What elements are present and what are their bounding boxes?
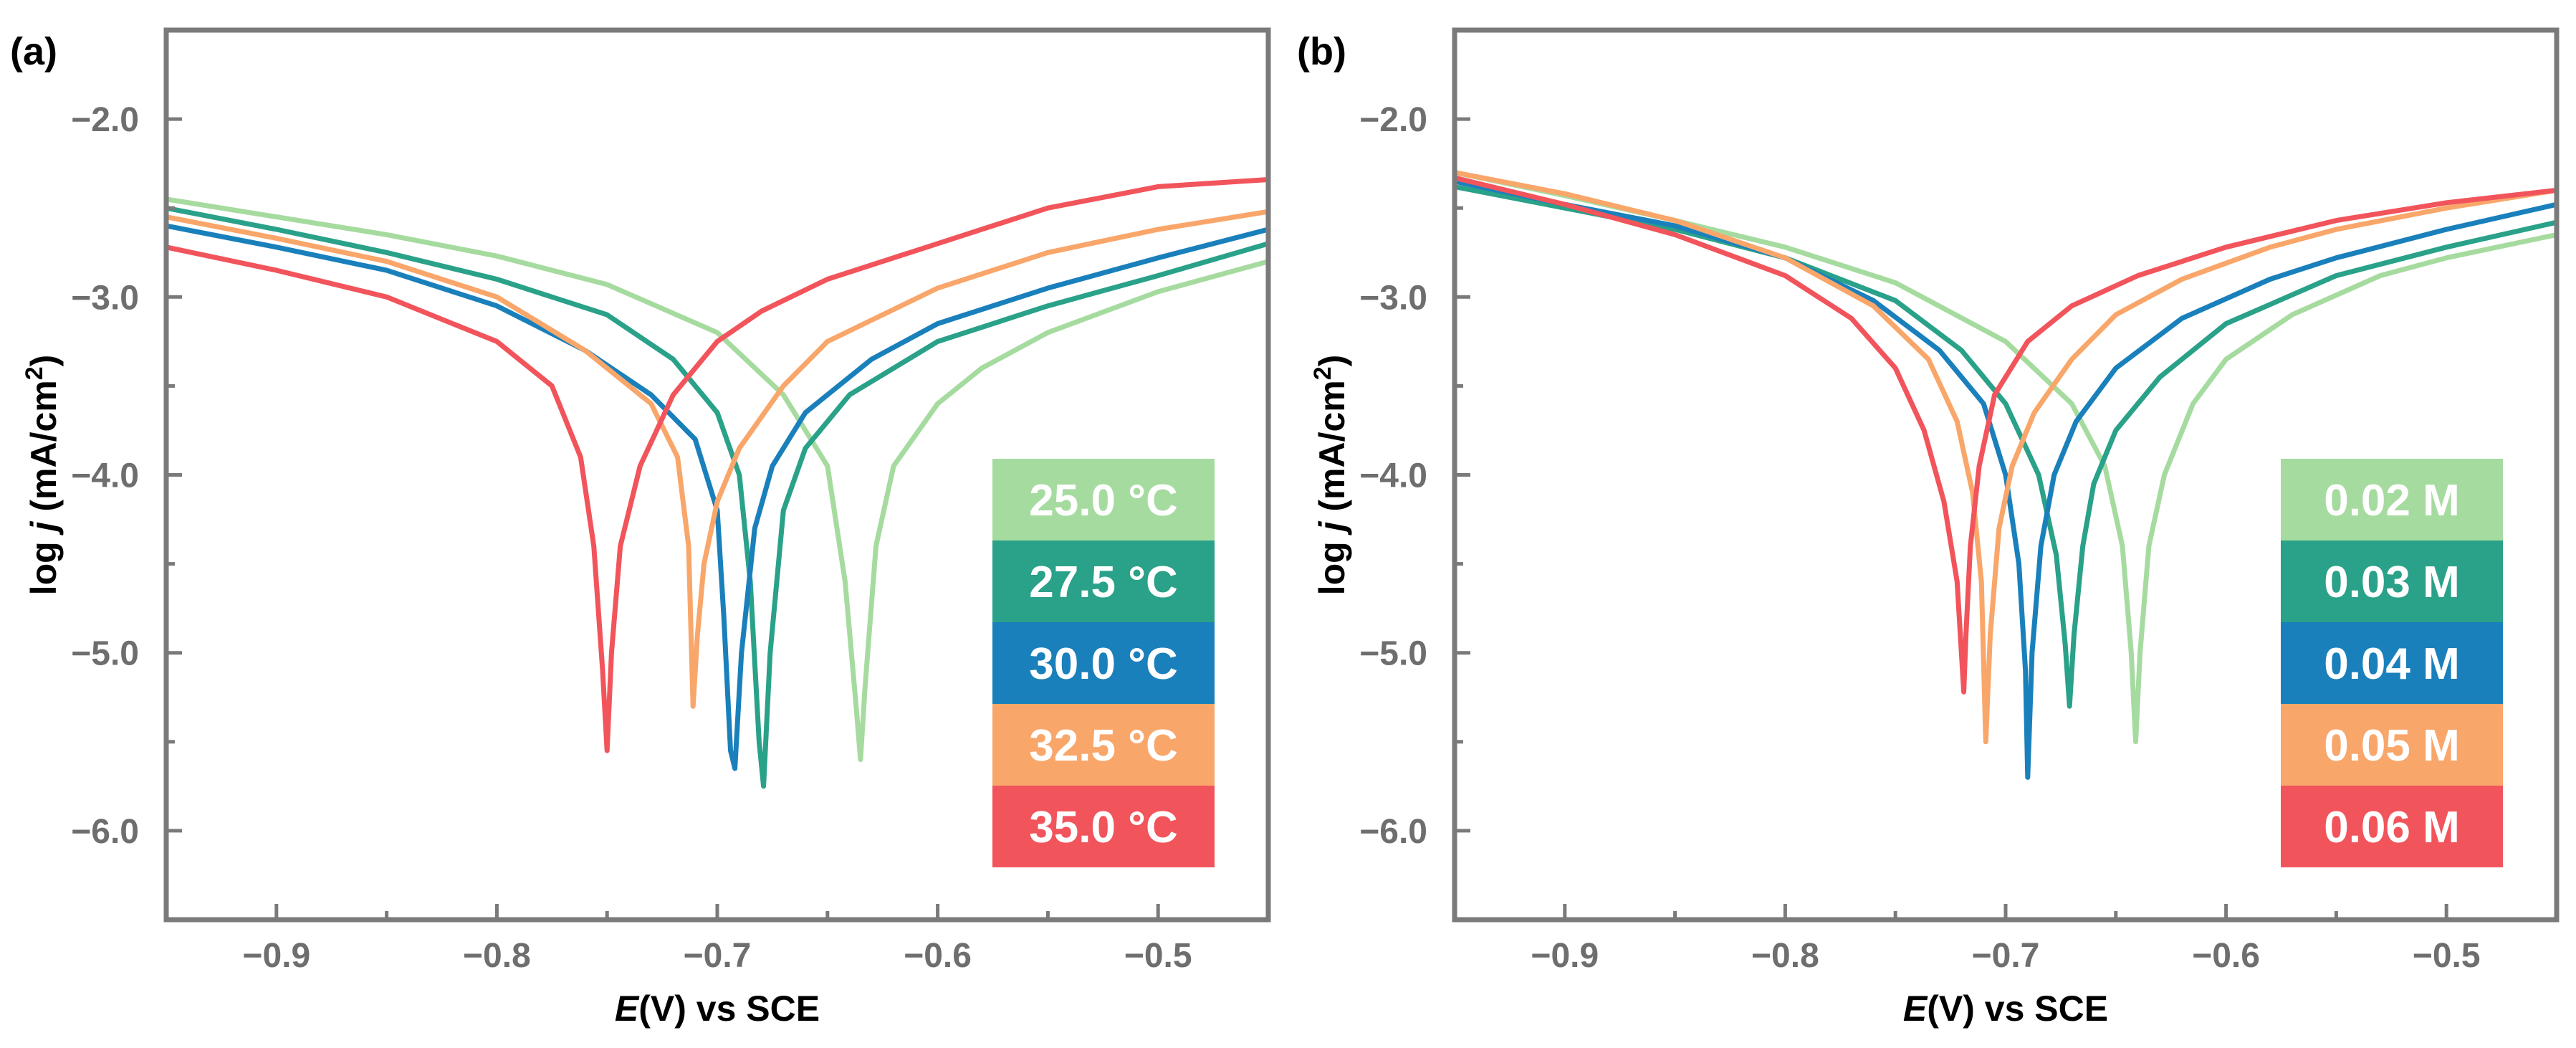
legend-item: 0.04 M [2281, 622, 2503, 704]
y-axis-label: log j (mA/cm2) [21, 355, 64, 596]
legend-label: 35.0 °C [1029, 803, 1177, 852]
series-line-4 [1455, 170, 2557, 745]
x-tick-label: −0.5 [2413, 937, 2481, 975]
x-axis-label: E(V) vs SCE [615, 989, 820, 1029]
series-lines [1455, 170, 2557, 780]
legend-swatch [992, 786, 1215, 867]
series-line-3 [166, 223, 1268, 771]
series-lines [166, 177, 1268, 789]
legend-item: 0.06 M [2281, 786, 2503, 867]
x-tick-label: −0.8 [463, 937, 531, 975]
x-tick-label: −0.9 [242, 937, 310, 975]
y-tick-label: −4.0 [1359, 457, 1427, 495]
legend-swatch [2281, 540, 2503, 622]
y-tick-label: −3.0 [1359, 279, 1427, 317]
legend-item: 0.02 M [2281, 459, 2503, 540]
legend-label: 0.02 M [2324, 476, 2460, 525]
legend: 25.0 °C 27.5 °C 30.0 °C 32.5 °C 35.0 °C [992, 459, 1215, 867]
legend-swatch [992, 704, 1215, 786]
panel-b: −0.9 −0.8 −0.7 −0.6 −0.5 −2.0 −3.0 −4.0 −5.0 −6.0… [1297, 27, 2560, 1029]
y-tick-label: −6.0 [1359, 813, 1427, 851]
x-tick-label: −0.5 [1124, 937, 1192, 975]
legend-swatch [992, 622, 1215, 704]
x-tick-label: −0.7 [684, 937, 752, 975]
legend-label: 0.04 M [2324, 639, 2460, 689]
x-tick-label: −0.8 [1751, 937, 1819, 975]
y-tick-label: −4.0 [71, 457, 139, 495]
legend-swatch [2281, 786, 2503, 867]
y-tick-label: −2.0 [71, 101, 139, 139]
legend: 0.02 M 0.03 M 0.04 M 0.05 M 0.06 M [2281, 459, 2503, 867]
legend-label: 0.06 M [2324, 803, 2460, 852]
legend-label: 0.05 M [2324, 721, 2460, 771]
x-tick-label: −0.6 [2192, 937, 2260, 975]
legend-swatch [2281, 704, 2503, 786]
legend-swatch [2281, 459, 2503, 540]
series-line-5 [166, 177, 1268, 753]
series-line-4 [166, 209, 1268, 709]
y-tick-label: −6.0 [71, 813, 139, 851]
y-axis-label: log j (mA/cm2) [1309, 355, 1352, 596]
legend-item: 35.0 °C [992, 786, 1215, 867]
panel-a: −0.9 −0.8 −0.7 −0.6 −0.5 −2.0 −3.0 −4.0 −5.0 −6.0… [10, 27, 1271, 1029]
y-tick-label: −5.0 [71, 635, 139, 673]
panel-label: (a) [10, 30, 57, 73]
legend-label: 0.03 M [2324, 558, 2460, 607]
legend-item: 30.0 °C [992, 622, 1215, 704]
legend-label: 25.0 °C [1029, 476, 1177, 525]
legend-label: 27.5 °C [1029, 558, 1177, 607]
legend-swatch [2281, 622, 2503, 704]
x-tick-label: −0.7 [1972, 937, 2040, 975]
y-tick-label: −2.0 [1359, 101, 1427, 139]
legend-item: 27.5 °C [992, 540, 1215, 622]
y-tick-label: −5.0 [1359, 635, 1427, 673]
y-tick-label: −3.0 [71, 279, 139, 317]
series-line-5 [1455, 175, 2557, 695]
panel-label: (b) [1297, 30, 1346, 73]
x-tick-label: −0.9 [1531, 937, 1599, 975]
x-tick-label: −0.6 [904, 937, 972, 975]
legend-item: 0.05 M [2281, 704, 2503, 786]
series-line-1 [166, 196, 1268, 763]
legend-swatch [992, 540, 1215, 622]
legend-swatch [992, 459, 1215, 540]
series-line-2 [166, 205, 1268, 789]
legend-item: 25.0 °C [992, 459, 1215, 540]
legend-label: 32.5 °C [1029, 721, 1177, 771]
x-axis-label: E(V) vs SCE [1903, 989, 2108, 1029]
legend-item: 32.5 °C [992, 704, 1215, 786]
series-line-1 [1455, 170, 2557, 745]
legend-label: 30.0 °C [1029, 639, 1177, 689]
legend-item: 0.03 M [2281, 540, 2503, 622]
